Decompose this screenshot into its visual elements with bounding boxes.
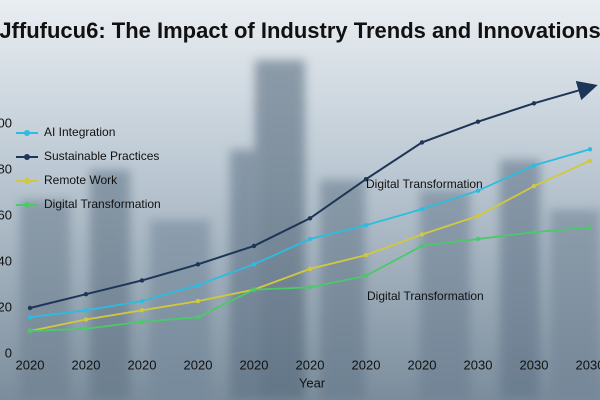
data-point bbox=[475, 119, 481, 124]
y-tick-label: 20 bbox=[0, 299, 12, 314]
x-tick-label: 2020 bbox=[408, 357, 437, 372]
data-point bbox=[419, 140, 425, 145]
data-point bbox=[307, 266, 313, 272]
data-point bbox=[83, 308, 89, 313]
y-tick-label: 80 bbox=[0, 161, 12, 176]
data-point bbox=[587, 147, 593, 152]
data-point bbox=[531, 183, 537, 189]
data-point bbox=[139, 319, 145, 324]
data-point bbox=[363, 223, 369, 228]
data-point bbox=[531, 163, 537, 168]
data-point bbox=[139, 308, 145, 313]
data-point bbox=[27, 305, 33, 311]
x-tick-label: 2030 bbox=[520, 357, 549, 372]
x-tick-label: 2020 bbox=[184, 357, 213, 372]
data-point bbox=[587, 158, 593, 163]
legend-label: Remote Work bbox=[44, 173, 118, 187]
data-point bbox=[419, 206, 425, 212]
y-tick-label: 40 bbox=[0, 253, 12, 268]
data-point bbox=[139, 278, 145, 283]
data-point bbox=[139, 298, 145, 304]
data-point bbox=[195, 262, 201, 267]
data-point bbox=[475, 188, 481, 193]
data-point bbox=[195, 298, 201, 304]
data-point bbox=[363, 177, 369, 182]
data-point bbox=[475, 213, 481, 219]
data-point bbox=[27, 328, 33, 334]
annotation: Digital Transformation bbox=[366, 177, 483, 191]
x-tick-label: 2020 bbox=[72, 357, 101, 372]
data-point bbox=[83, 326, 89, 331]
legend-marker bbox=[24, 130, 30, 136]
data-point bbox=[419, 243, 425, 249]
x-tick-label: 2020 bbox=[16, 357, 45, 372]
legend-label: Digital Transformation bbox=[44, 197, 161, 211]
data-point bbox=[531, 101, 537, 106]
y-tick-label: 60 bbox=[0, 207, 12, 222]
data-point bbox=[307, 216, 313, 221]
data-point bbox=[27, 315, 33, 320]
data-point bbox=[83, 317, 89, 322]
x-tick-label: 2030 bbox=[464, 357, 493, 372]
y-tick-label: 100 bbox=[0, 115, 12, 130]
data-point bbox=[195, 315, 201, 320]
data-point bbox=[363, 252, 369, 258]
data-point bbox=[251, 262, 257, 267]
annotation: Digital Transformation bbox=[367, 289, 484, 303]
x-tick-label: 2020 bbox=[296, 357, 325, 372]
data-point bbox=[531, 229, 537, 235]
data-point bbox=[363, 273, 369, 278]
legend-label: Sustainable Practices bbox=[44, 149, 159, 163]
x-tick-label: 2020 bbox=[352, 357, 381, 372]
legend-label: AI Integration bbox=[44, 125, 115, 139]
x-tick-label: 2030 bbox=[576, 357, 600, 372]
data-point bbox=[307, 236, 313, 242]
data-point bbox=[251, 243, 257, 249]
x-tick-label: 2020 bbox=[240, 357, 269, 372]
data-point bbox=[475, 236, 481, 242]
legend-marker bbox=[24, 154, 30, 160]
legend-marker bbox=[24, 202, 30, 208]
data-point bbox=[587, 225, 593, 230]
data-point bbox=[307, 285, 313, 290]
data-point bbox=[83, 292, 89, 297]
data-point bbox=[587, 85, 593, 90]
data-point bbox=[195, 282, 201, 288]
x-axis-label: Year bbox=[299, 375, 326, 390]
y-tick-label: 0 bbox=[5, 345, 12, 360]
legend-marker bbox=[24, 178, 30, 184]
data-point bbox=[251, 287, 257, 292]
city-skyline bbox=[20, 60, 600, 400]
data-point bbox=[419, 232, 425, 237]
x-tick-label: 2020 bbox=[128, 357, 157, 372]
chart-title: Jffufucu6: The Impact of Industry Trends… bbox=[0, 18, 600, 43]
